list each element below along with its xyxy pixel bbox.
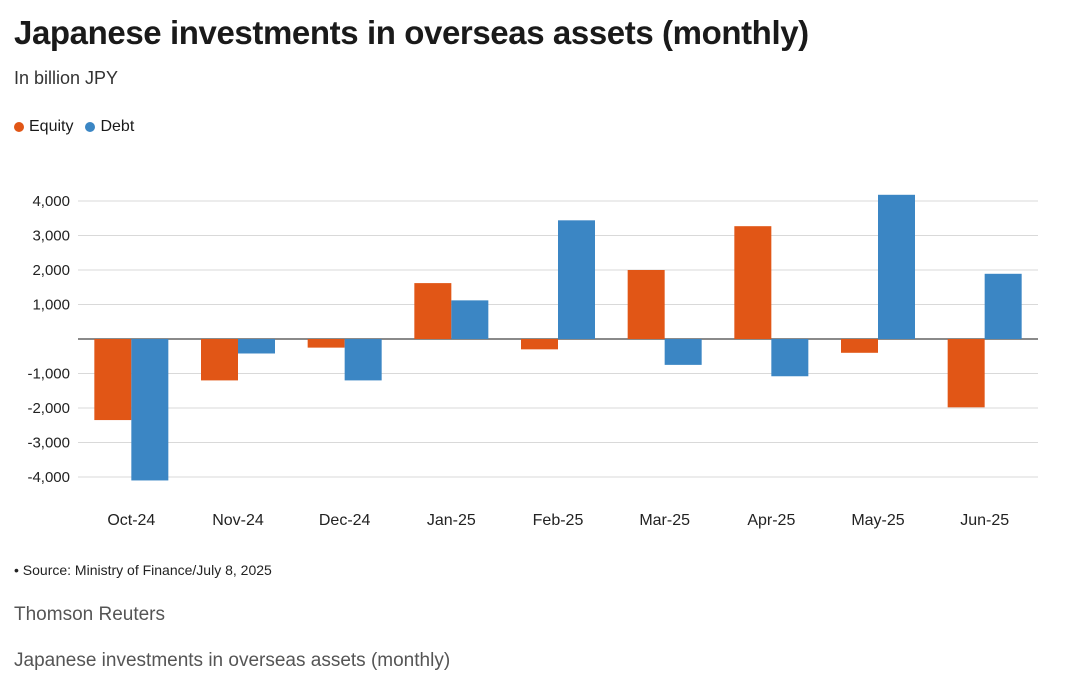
footer-credit: Thomson Reuters <box>14 604 166 625</box>
x-tick-label: Apr-25 <box>747 512 795 529</box>
bar-equity <box>734 226 772 339</box>
y-tick-label: -1,000 <box>27 366 70 383</box>
x-tick-label: May-25 <box>851 512 904 529</box>
y-tick-label: -2,000 <box>27 400 70 417</box>
bar-debt <box>451 300 489 339</box>
bar-equity <box>201 339 238 381</box>
y-tick-label: 4,000 <box>32 193 70 210</box>
legend: Equity Debt <box>14 118 134 136</box>
bar-debt <box>344 339 382 381</box>
chart-subtitle: In billion JPY <box>14 68 119 88</box>
x-tick-label: Dec-24 <box>319 512 371 529</box>
y-tick-label: 1,000 <box>32 297 70 314</box>
legend-label-equity: Equity <box>29 118 74 135</box>
x-tick-label: Jan-25 <box>427 512 476 529</box>
bar-chart: 4,000 3,000 2,000 1,000 -1,000 -2,000 -3,000 -4… <box>27 193 1038 529</box>
x-tick-label: Jun-25 <box>960 512 1009 529</box>
bar-debt <box>238 339 275 354</box>
bar-debt <box>878 194 915 339</box>
bar-debt <box>558 220 595 339</box>
bar-equity <box>414 283 452 339</box>
source-note: • Source: Ministry of Finance/July 8, 20… <box>14 562 272 578</box>
footer-caption: Japanese investments in overseas assets … <box>14 650 451 671</box>
legend-item-equity: Equity <box>14 118 73 136</box>
bar-equity <box>94 339 132 421</box>
y-tick-label: 3,000 <box>32 228 70 245</box>
bar-debt <box>984 273 1022 339</box>
x-tick-label: Oct-24 <box>107 512 155 529</box>
bar-equity <box>841 339 878 353</box>
legend-label-debt: Debt <box>100 118 135 135</box>
bar-equity <box>947 339 985 408</box>
legend-item-debt: Debt <box>85 118 134 136</box>
y-tick-label: 2,000 <box>32 262 70 279</box>
chart-title: Japanese investments in overseas assets … <box>14 14 809 51</box>
x-tick-label: Mar-25 <box>639 512 690 529</box>
bar-equity <box>521 339 558 350</box>
x-tick-label: Nov-24 <box>212 512 264 529</box>
bar-debt <box>664 339 702 365</box>
y-tick-label: -4,000 <box>27 469 70 486</box>
bar-equity <box>627 270 665 339</box>
bar-debt <box>771 339 809 377</box>
bar-equity <box>307 339 345 348</box>
x-tick-label: Feb-25 <box>533 512 584 529</box>
y-tick-label: -3,000 <box>27 435 70 452</box>
legend-swatch-debt <box>85 122 96 132</box>
legend-swatch-equity <box>14 122 24 132</box>
bar-debt <box>131 339 169 481</box>
